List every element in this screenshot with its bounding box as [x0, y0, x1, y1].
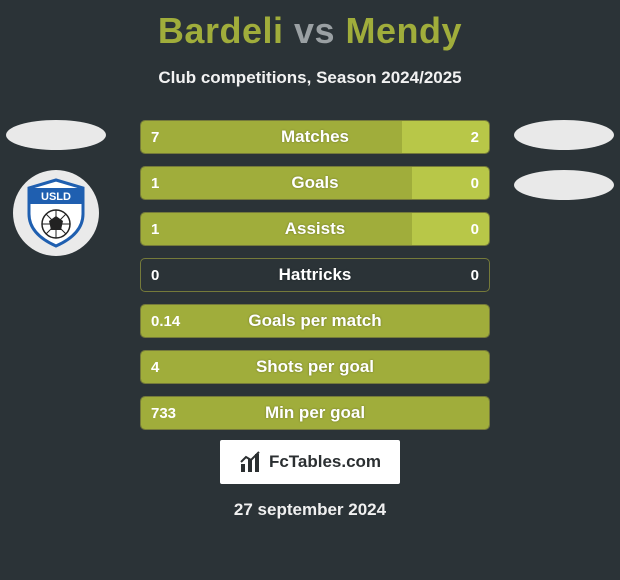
stat-row: Shots per goal4 — [140, 350, 490, 384]
stat-value-right: 0 — [461, 259, 489, 291]
stat-row: Goals per match0.14 — [140, 304, 490, 338]
stat-seg-left — [141, 305, 489, 337]
stat-seg-left — [141, 213, 412, 245]
stat-seg-left — [141, 121, 402, 153]
right-player-ellipse — [514, 120, 614, 150]
stat-seg-right — [412, 167, 489, 199]
stat-row: Min per goal733 — [140, 396, 490, 430]
stat-row: Matches72 — [140, 120, 490, 154]
left-player-ellipse — [6, 120, 106, 150]
title-player2: Mendy — [346, 10, 463, 51]
stat-seg-right — [402, 121, 489, 153]
svg-text:USLD: USLD — [41, 191, 71, 203]
brand-badge: FcTables.com — [220, 440, 400, 484]
club-logo-icon: USLD — [25, 178, 87, 248]
title-player1: Bardeli — [158, 10, 284, 51]
stat-row: Goals10 — [140, 166, 490, 200]
stat-label: Hattricks — [141, 259, 489, 291]
footer-date: 27 september 2024 — [0, 500, 620, 520]
stat-seg-right — [412, 213, 489, 245]
comparison-bars: Matches72 Goals10 Assists10 Hattricks0 0 Goal… — [140, 120, 490, 442]
right-club-ellipse — [514, 170, 614, 200]
left-club-badge: USLD — [13, 170, 99, 256]
stat-seg-left — [141, 351, 489, 383]
stat-row: Hattricks0 0 — [140, 258, 490, 292]
right-badges-column — [514, 120, 614, 220]
left-badges-column: USLD — [6, 120, 106, 256]
stat-value-left: 0 — [141, 259, 169, 291]
stat-seg-left — [141, 167, 412, 199]
stat-row: Assists10 — [140, 212, 490, 246]
stat-seg-left — [141, 397, 489, 429]
brand-text: FcTables.com — [269, 452, 381, 472]
page-title: Bardeli vs Mendy — [0, 0, 620, 52]
brand-chart-icon — [239, 450, 263, 474]
subtitle: Club competitions, Season 2024/2025 — [0, 68, 620, 88]
title-vs: vs — [294, 10, 335, 51]
